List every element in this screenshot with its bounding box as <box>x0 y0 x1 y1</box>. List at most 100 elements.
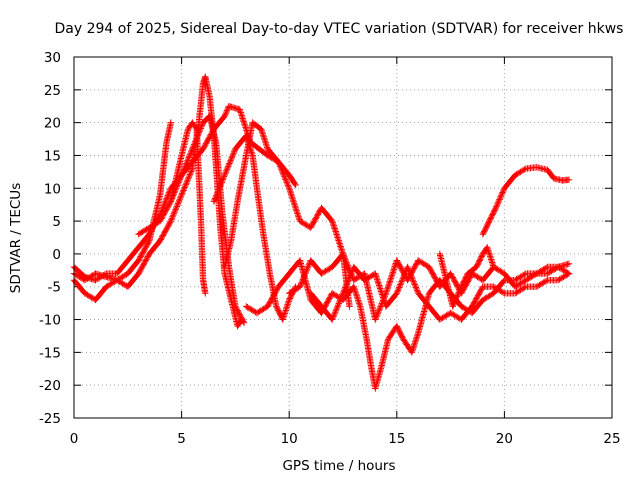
data-point <box>202 121 204 124</box>
data-point <box>309 226 312 229</box>
data-point <box>449 312 452 314</box>
data-point <box>223 115 226 117</box>
data-point <box>309 299 312 301</box>
data-point <box>471 305 473 308</box>
data-point <box>514 174 516 176</box>
data-point <box>374 387 377 390</box>
y-tick-label: 0 <box>52 247 61 263</box>
data-point <box>228 105 230 108</box>
data-point <box>180 174 183 176</box>
data-point <box>202 148 204 150</box>
x-tick-label: 10 <box>281 431 298 447</box>
data-point <box>127 285 129 288</box>
data-point <box>281 318 284 321</box>
data-point <box>299 220 301 222</box>
data-point <box>256 312 258 314</box>
data-point <box>266 305 269 308</box>
data-point <box>557 266 559 268</box>
data-point <box>266 148 269 150</box>
y-tick-label: 15 <box>44 148 61 164</box>
data-point <box>251 154 254 157</box>
plot-frame <box>73 56 613 419</box>
y-tick-label: 25 <box>44 83 61 99</box>
data-point <box>83 292 86 295</box>
data-point <box>148 226 151 229</box>
data-point <box>234 305 237 308</box>
data-point <box>525 279 527 281</box>
data-point <box>137 272 140 275</box>
data-point <box>187 128 189 130</box>
data-point <box>374 318 377 321</box>
data-point <box>439 285 441 288</box>
data-point <box>170 121 172 124</box>
data-point <box>191 121 194 124</box>
data-point <box>320 305 323 308</box>
data-point <box>180 194 183 196</box>
data-point <box>348 305 351 308</box>
data-point <box>159 213 161 216</box>
data-point <box>482 285 484 288</box>
data-point <box>256 187 258 190</box>
data-point <box>320 207 323 209</box>
data-point <box>221 213 224 216</box>
data-point <box>568 178 570 181</box>
chart-title: Day 294 of 2025, Sidereal Day-to-day VTE… <box>55 21 624 37</box>
data-point <box>260 128 263 130</box>
data-point <box>309 292 312 295</box>
data-point <box>428 292 430 295</box>
data-point <box>417 292 420 295</box>
series-markers <box>221 119 353 310</box>
data-point <box>299 285 301 288</box>
data-point <box>294 184 297 186</box>
data-point <box>159 194 161 196</box>
data-point <box>127 259 129 262</box>
data-point <box>370 364 372 367</box>
data-layer <box>70 73 573 392</box>
data-point <box>320 312 323 314</box>
data-point <box>503 279 506 281</box>
data-point <box>116 272 118 275</box>
data-point <box>137 259 140 262</box>
data-point <box>148 253 151 255</box>
data-point <box>213 200 215 203</box>
data-point <box>482 279 484 281</box>
data-point <box>492 285 495 288</box>
data-point <box>202 82 204 85</box>
data-point <box>219 226 222 229</box>
data-point <box>546 279 549 281</box>
data-point <box>202 279 204 281</box>
data-point <box>568 262 570 265</box>
data-point <box>288 292 291 295</box>
data-point <box>387 338 389 341</box>
data-point <box>277 161 280 163</box>
data-point <box>363 272 366 275</box>
data-point <box>546 169 549 171</box>
series-trace-11 <box>436 244 497 310</box>
data-point <box>137 246 140 249</box>
data-point <box>365 338 368 341</box>
series-trace-6 <box>210 132 299 323</box>
data-point <box>449 272 452 275</box>
data-point <box>331 318 334 321</box>
data-point <box>230 239 232 242</box>
data-point <box>359 305 362 308</box>
data-point <box>428 305 430 308</box>
data-point <box>417 259 420 262</box>
data-point <box>105 285 108 288</box>
data-point <box>245 154 247 157</box>
data-point <box>460 285 463 288</box>
data-point <box>503 187 506 190</box>
data-point <box>482 233 484 236</box>
data-point <box>228 266 230 268</box>
series-trace-4 <box>135 119 209 297</box>
tick-layer <box>73 56 613 419</box>
data-point <box>475 266 478 268</box>
data-point <box>127 272 129 275</box>
x-tick-label: 5 <box>177 431 186 447</box>
data-point <box>191 148 194 150</box>
data-point <box>396 292 398 295</box>
data-point <box>352 279 355 281</box>
series-trace-10 <box>307 263 573 323</box>
data-point <box>236 325 239 327</box>
